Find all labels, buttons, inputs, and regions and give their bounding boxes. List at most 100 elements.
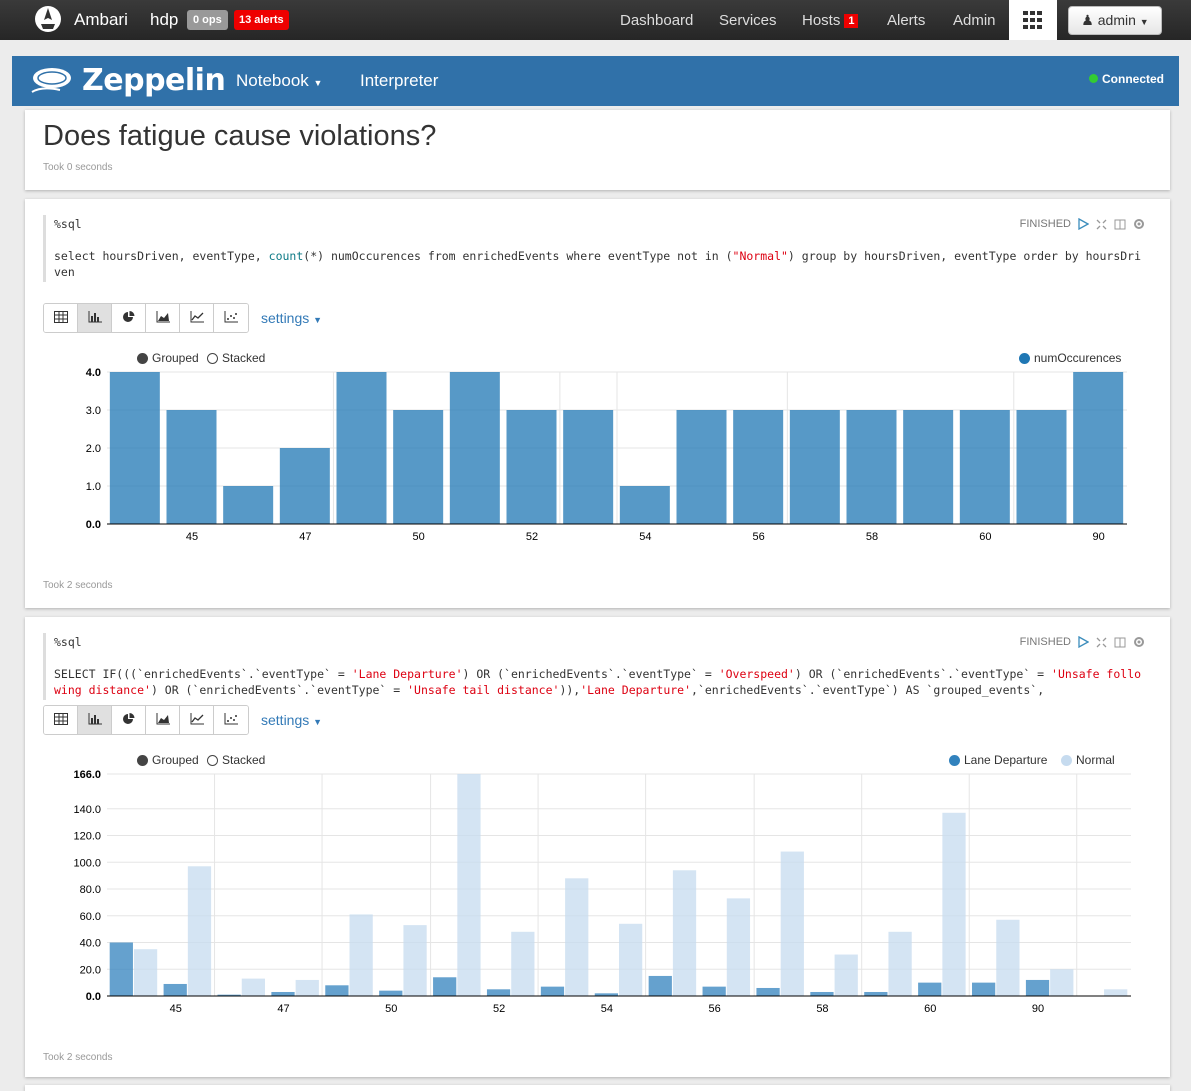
bar[interactable] [486, 989, 511, 996]
stacked-toggle[interactable]: Stacked [207, 351, 265, 365]
bar[interactable] [279, 448, 330, 524]
bar[interactable] [1025, 979, 1050, 996]
bar[interactable] [109, 372, 160, 524]
bar[interactable] [449, 372, 500, 524]
bar[interactable] [166, 410, 217, 524]
code-editor[interactable]: %sql select hoursDriven, eventType, coun… [43, 215, 1143, 282]
code-editor[interactable]: %sql SELECT IF(((`enrichedEvents`.`event… [43, 633, 1143, 700]
bar[interactable] [959, 410, 1010, 524]
nav-dashboard[interactable]: Dashboard [620, 12, 694, 29]
bar[interactable] [241, 978, 265, 996]
bar[interactable] [540, 986, 565, 996]
bar[interactable] [336, 372, 387, 524]
bar[interactable] [133, 949, 158, 996]
nav-alerts[interactable]: Alerts [887, 12, 926, 29]
legend-series-0[interactable]: Lane Departure [949, 753, 1047, 767]
bar[interactable] [563, 410, 614, 524]
bar[interactable] [672, 870, 697, 996]
ambari-logo-icon[interactable] [33, 4, 63, 34]
nav-services[interactable]: Services [719, 12, 777, 29]
bar[interactable] [1050, 969, 1074, 996]
bar[interactable] [864, 991, 888, 996]
bar[interactable] [223, 486, 274, 524]
bar[interactable] [918, 982, 942, 996]
zeppelin-brand[interactable]: Zeppelin [82, 63, 226, 98]
bar[interactable] [996, 919, 1020, 996]
bar[interactable] [109, 942, 133, 996]
bar[interactable] [648, 975, 672, 996]
run-icon[interactable] [1078, 218, 1089, 230]
bar[interactable] [756, 987, 780, 996]
bar-chart-button[interactable] [78, 304, 112, 332]
zeppelin-logo-icon[interactable] [30, 62, 72, 100]
bar[interactable] [379, 990, 403, 996]
bar[interactable] [903, 410, 954, 524]
sql-code[interactable]: SELECT IF(((`enrichedEvents`.`eventType`… [54, 667, 1142, 697]
pie-chart-button[interactable] [112, 706, 146, 734]
book-icon[interactable] [1114, 219, 1126, 230]
bar[interactable] [433, 977, 457, 996]
scatter-chart-button[interactable] [214, 706, 248, 734]
book-icon[interactable] [1114, 637, 1126, 648]
area-chart-button[interactable] [146, 706, 180, 734]
bar[interactable] [619, 923, 643, 996]
interpreter-link[interactable]: Interpreter [360, 71, 439, 90]
scatter-chart-button[interactable] [214, 304, 248, 332]
legend-series-1[interactable]: Normal [1061, 753, 1115, 767]
bar[interactable] [594, 993, 618, 996]
bar[interactable] [619, 486, 670, 524]
collapse-icon[interactable] [1096, 637, 1107, 648]
settings-toggle[interactable]: settings ▼ [261, 310, 322, 326]
run-icon[interactable] [1078, 636, 1089, 648]
line-chart-button[interactable] [180, 706, 214, 734]
bar[interactable] [942, 812, 966, 996]
area-chart-button[interactable] [146, 304, 180, 332]
legend-series-0[interactable]: numOccurences [1019, 351, 1121, 365]
table-view-button[interactable] [44, 706, 78, 734]
bar[interactable] [187, 866, 212, 996]
bar[interactable] [888, 931, 912, 996]
bar[interactable] [506, 410, 557, 524]
bar[interactable] [217, 994, 241, 996]
bar[interactable] [403, 925, 427, 996]
views-menu[interactable] [1009, 0, 1057, 40]
bar[interactable] [834, 954, 858, 996]
bar[interactable] [676, 410, 727, 524]
bar[interactable] [1073, 372, 1124, 524]
nav-hosts[interactable]: Hosts 1 [802, 12, 859, 29]
bar[interactable] [325, 985, 349, 996]
bar[interactable] [565, 878, 589, 996]
collapse-icon[interactable] [1096, 219, 1107, 230]
gear-icon[interactable] [1133, 636, 1145, 648]
settings-toggle[interactable]: settings ▼ [261, 712, 322, 728]
bar[interactable] [733, 410, 784, 524]
bar[interactable] [810, 991, 834, 996]
bar[interactable] [295, 979, 319, 996]
bar[interactable] [457, 774, 481, 996]
bar[interactable] [789, 410, 840, 524]
line-chart-button[interactable] [180, 304, 214, 332]
sql-code[interactable]: select hoursDriven, eventType, count(*) … [54, 249, 1142, 279]
bar[interactable] [702, 986, 726, 996]
grouped-toggle[interactable]: Grouped [137, 753, 199, 767]
table-view-button[interactable] [44, 304, 78, 332]
bar[interactable] [393, 410, 444, 524]
notebook-menu[interactable]: Notebook ▼ [236, 71, 322, 91]
bar[interactable] [780, 851, 804, 996]
bar[interactable] [972, 982, 996, 996]
bar[interactable] [1016, 410, 1067, 524]
stacked-toggle[interactable]: Stacked [207, 753, 265, 767]
bar[interactable] [1104, 989, 1128, 996]
bar[interactable] [846, 410, 897, 524]
ops-badge[interactable]: 0 ops [187, 10, 228, 30]
ambari-brand[interactable]: Ambari [74, 10, 128, 29]
bar-chart-button[interactable] [78, 706, 112, 734]
user-menu-button[interactable]: ♟ admin ▼ [1068, 6, 1162, 35]
bar[interactable] [349, 914, 373, 996]
bar[interactable] [271, 991, 295, 996]
bar[interactable] [511, 931, 535, 996]
bar[interactable] [726, 898, 751, 996]
pie-chart-button[interactable] [112, 304, 146, 332]
alerts-badge[interactable]: 13 alerts [234, 10, 289, 30]
nav-admin[interactable]: Admin [953, 12, 996, 29]
